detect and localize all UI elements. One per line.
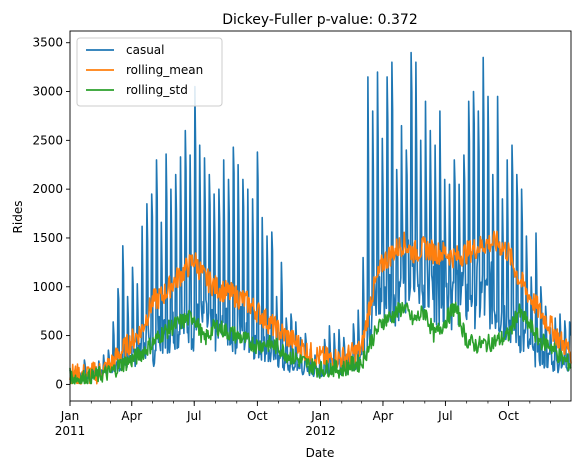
y-tick-label: 3000 (32, 85, 63, 99)
series-layer (69, 51, 572, 385)
series-line-rolling-mean (69, 230, 572, 385)
legend-label: rolling_mean (126, 63, 203, 77)
x-tick-label: Jul (437, 409, 452, 423)
legend-label: rolling_std (126, 83, 188, 97)
x-tick-label: Apr (373, 409, 394, 423)
y-tick-label: 0 (55, 377, 63, 391)
chart-title: Dickey-Fuller p-value: 0.372 (222, 12, 418, 28)
x-axis-label: Date (306, 446, 335, 460)
y-tick-label: 1500 (32, 231, 63, 245)
legend-label: casual (126, 43, 165, 57)
series-line-rolling-std (69, 301, 572, 385)
y-tick-label: 1000 (32, 280, 63, 294)
y-tick-label: 3500 (32, 36, 63, 50)
legend-box (76, 37, 223, 107)
x-tick-label: Oct (498, 409, 519, 423)
y-axis-label: Rides (11, 201, 25, 234)
x-tick-label: Apr (121, 409, 142, 423)
x-tick-label: Jul (186, 409, 201, 423)
x-tick-year-label: 2011 (55, 424, 86, 438)
series-line-casual (69, 51, 572, 381)
x-tick-label: Jan (60, 409, 80, 423)
x-tick-label: Oct (247, 409, 268, 423)
x-tick-label: Jan (310, 409, 330, 423)
x-tick-year-label: 2012 (305, 424, 336, 438)
legend: casual rolling_mean rolling_std (76, 37, 223, 107)
y-tick-label: 2000 (32, 182, 63, 196)
y-tick-label: 2500 (32, 133, 63, 147)
y-tick-label: 500 (40, 329, 63, 343)
